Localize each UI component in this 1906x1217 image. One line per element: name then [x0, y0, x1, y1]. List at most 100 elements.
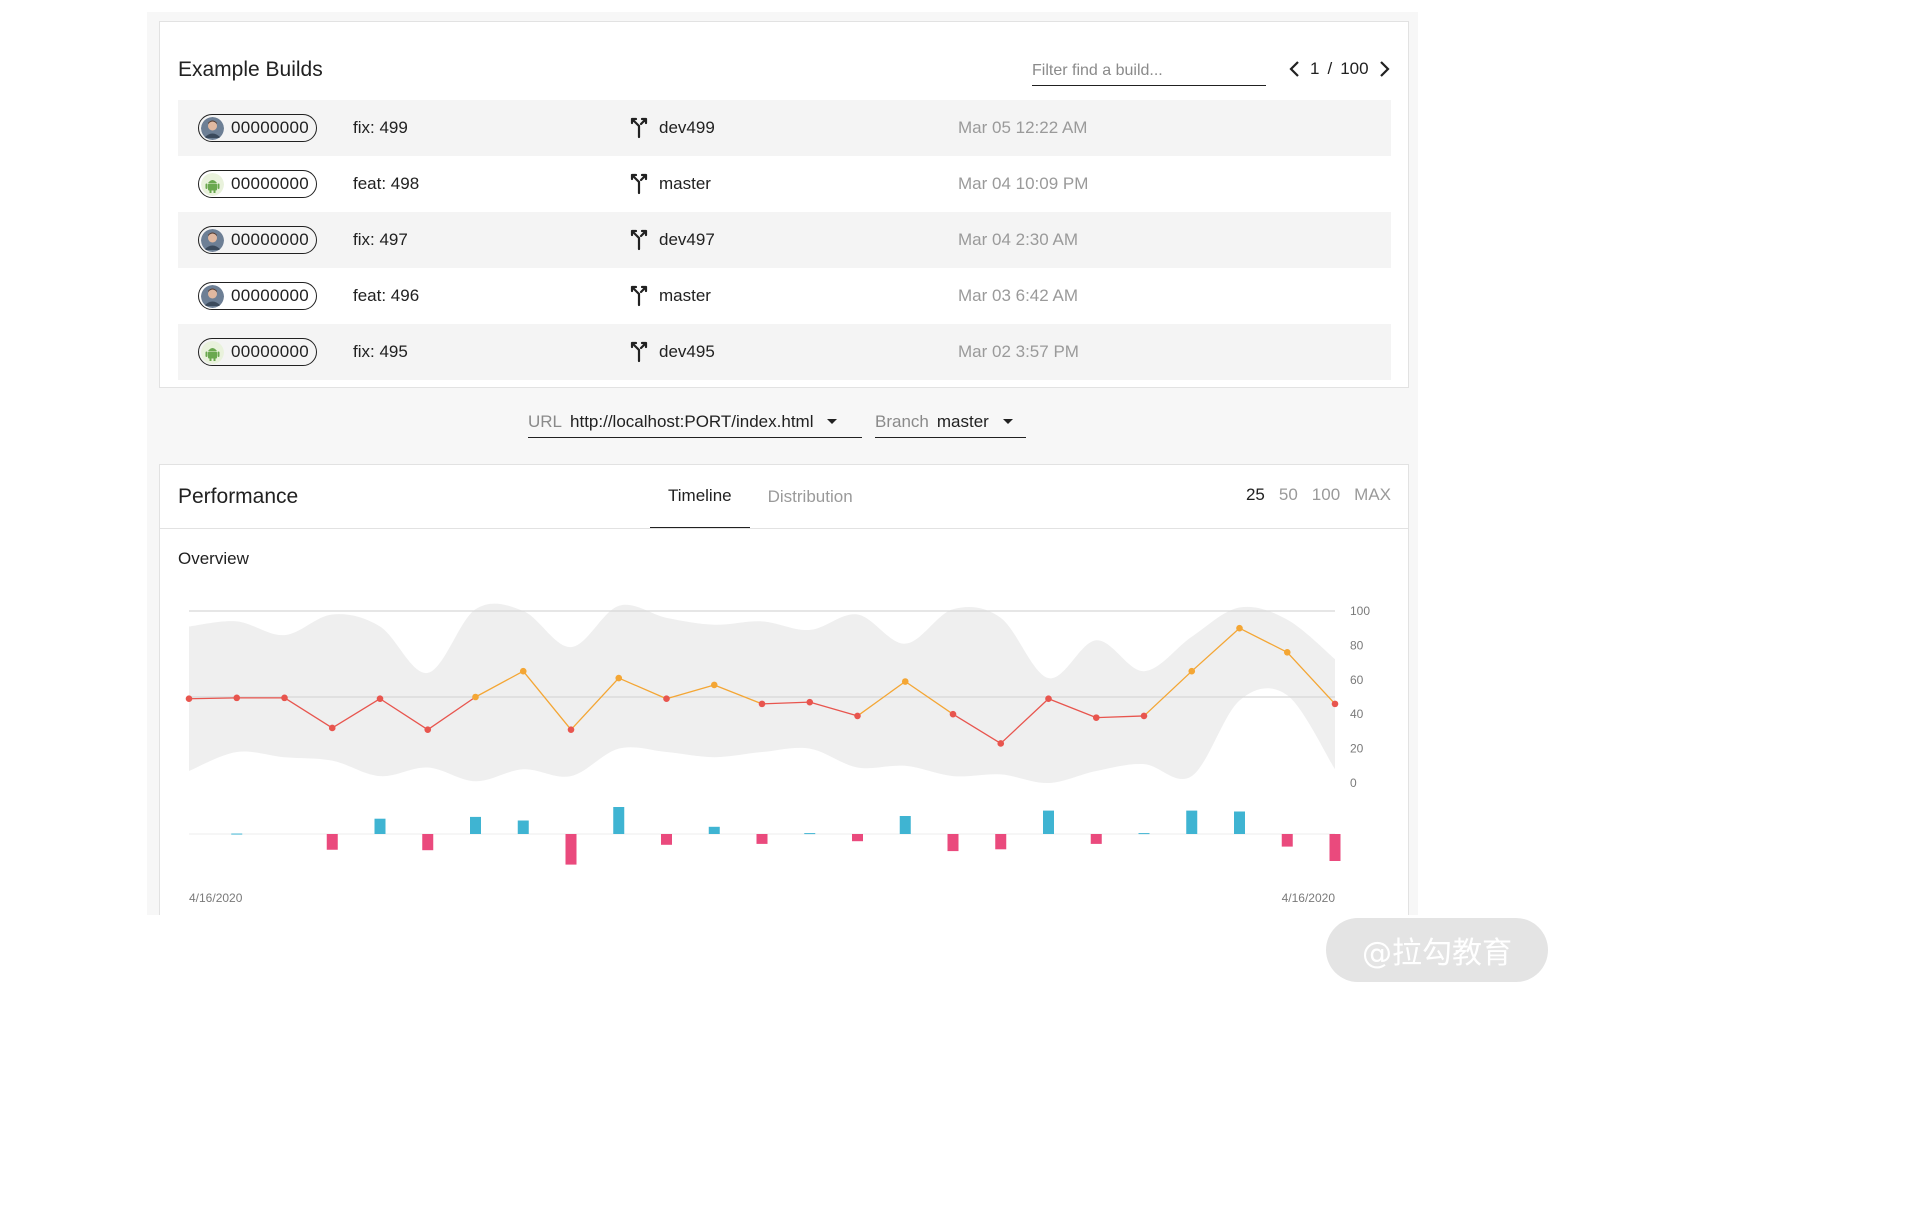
delta-bar: [1234, 811, 1245, 834]
build-list: 00000000 fix: 499 dev499 Mar 05 12:22 AM 000…: [178, 100, 1391, 380]
range-25[interactable]: 25: [1245, 485, 1265, 504]
variance-band: [189, 603, 1335, 784]
build-row[interactable]: 00000000 feat: 498 master Mar 04 10:09 PM: [178, 156, 1391, 212]
commit-chip[interactable]: 00000000: [198, 170, 317, 198]
person-avatar: [201, 116, 224, 140]
delta-bar: [756, 834, 768, 844]
y-tick-label: 100: [1350, 604, 1370, 618]
delta-bar: [326, 834, 338, 850]
build-row[interactable]: 00000000 feat: 496 master Mar 03 6:42 AM: [178, 268, 1391, 324]
branch-icon: [628, 341, 650, 363]
series-line-segment: [331, 698, 381, 729]
data-point: [185, 695, 193, 703]
delta-bar: [899, 816, 911, 834]
y-tick-label: 0: [1350, 776, 1357, 790]
data-point: [281, 694, 288, 702]
series-line-segment: [952, 713, 1002, 744]
commit-hash: 00000000: [231, 230, 310, 249]
pagination: 1 / 100: [1288, 59, 1391, 79]
series-line-segment: [1143, 670, 1193, 717]
branch-icon: [628, 285, 650, 307]
overview-chart: 100 80 60 40 20 0 4/16/2020 4/16/2020: [185, 603, 1370, 905]
delta-bar: [565, 834, 577, 865]
series-line-segment: [570, 677, 620, 731]
range-50[interactable]: 50: [1278, 485, 1298, 504]
branch-icon: [628, 117, 650, 139]
data-point: [758, 700, 766, 708]
data-point: [376, 695, 384, 703]
y-tick-label: 60: [1350, 673, 1364, 687]
data-point: [1331, 700, 1339, 708]
series-line-segment: [1000, 698, 1049, 744]
branch-cell: dev495: [628, 341, 715, 363]
url-select[interactable]: URL http://localhost:PORT/index.html: [528, 406, 862, 438]
build-row[interactable]: 00000000 fix: 499 dev499 Mar 05 12:22 AM: [178, 100, 1391, 156]
delta-bar: [374, 818, 386, 834]
delta-bar: [613, 807, 625, 834]
commit-hash: 00000000: [231, 174, 310, 193]
chevron-left-icon[interactable]: [1288, 59, 1302, 79]
tab-distribution[interactable]: Distribution: [767, 487, 853, 506]
chevron-right-icon[interactable]: [1377, 59, 1391, 79]
series-line-segment: [284, 697, 333, 729]
caret-down-icon: [827, 419, 838, 424]
delta-bar: [1090, 834, 1102, 844]
view-tabs: Timeline Distribution: [650, 465, 871, 529]
overview-label: Overview: [178, 549, 249, 568]
build-filter-input[interactable]: [1032, 56, 1266, 86]
build-date: Mar 05 12:22 AM: [958, 118, 1088, 137]
branch-cell: master: [628, 173, 711, 195]
builds-card: Example Builds 1 / 100 00000000 fix: 499 d…: [159, 21, 1409, 388]
series-line-segment: [714, 684, 763, 705]
data-point: [806, 698, 814, 706]
tab-timeline[interactable]: Timeline: [650, 465, 750, 529]
delta-bar: [852, 834, 863, 842]
delta-bar: [995, 834, 1007, 850]
build-row[interactable]: 00000000 fix: 495 dev495 Mar 02 3:57 PM: [178, 324, 1391, 380]
commit-chip[interactable]: 00000000: [198, 282, 317, 310]
y-tick-label: 40: [1350, 707, 1364, 721]
commit-message: fix: 495: [353, 342, 408, 361]
delta-bar: [517, 820, 529, 834]
data-point: [997, 740, 1005, 747]
data-point: [854, 712, 861, 720]
person-avatar: [201, 228, 224, 252]
branch-select[interactable]: Branch master: [875, 406, 1026, 438]
caret-down-icon: [1002, 419, 1013, 424]
range-max[interactable]: MAX: [1354, 485, 1391, 504]
commit-hash: 00000000: [231, 286, 310, 305]
pager-total: 100: [1340, 59, 1369, 78]
branch-name: dev499: [659, 118, 715, 137]
delta-bar: [231, 833, 243, 835]
series-line-segment: [809, 701, 858, 717]
delta-bar: [422, 834, 434, 851]
build-row[interactable]: 00000000 fix: 497 dev497 Mar 04 2:30 AM: [178, 212, 1391, 268]
data-point: [615, 674, 623, 682]
series-line-segment: [379, 698, 429, 731]
data-point: [567, 726, 575, 733]
branch-icon: [628, 173, 650, 195]
data-point: [1283, 648, 1291, 656]
data-point: [1092, 714, 1100, 721]
data-point: [949, 710, 957, 718]
android-avatar: [201, 340, 224, 364]
commit-message: fix: 499: [353, 118, 408, 137]
commit-chip[interactable]: 00000000: [198, 226, 317, 254]
branch-name: dev495: [659, 342, 715, 361]
branch-name: master: [659, 174, 711, 193]
delta-bar: [1281, 834, 1293, 847]
delta-bar: [661, 834, 672, 845]
commit-chip[interactable]: 00000000: [198, 114, 317, 142]
delta-bar: [470, 816, 481, 834]
series-line-segment: [522, 670, 572, 731]
branch-cell: dev499: [628, 117, 715, 139]
series-line-segment: [857, 680, 906, 717]
data-point: [519, 667, 527, 675]
commit-message: feat: 498: [353, 174, 420, 193]
delta-bar: [947, 834, 959, 852]
url-select-value: http://localhost:PORT/index.html: [570, 411, 814, 431]
series-line-segment: [188, 697, 237, 700]
commit-chip[interactable]: 00000000: [198, 338, 317, 366]
range-100[interactable]: 100: [1311, 485, 1341, 504]
data-point: [1188, 667, 1196, 675]
